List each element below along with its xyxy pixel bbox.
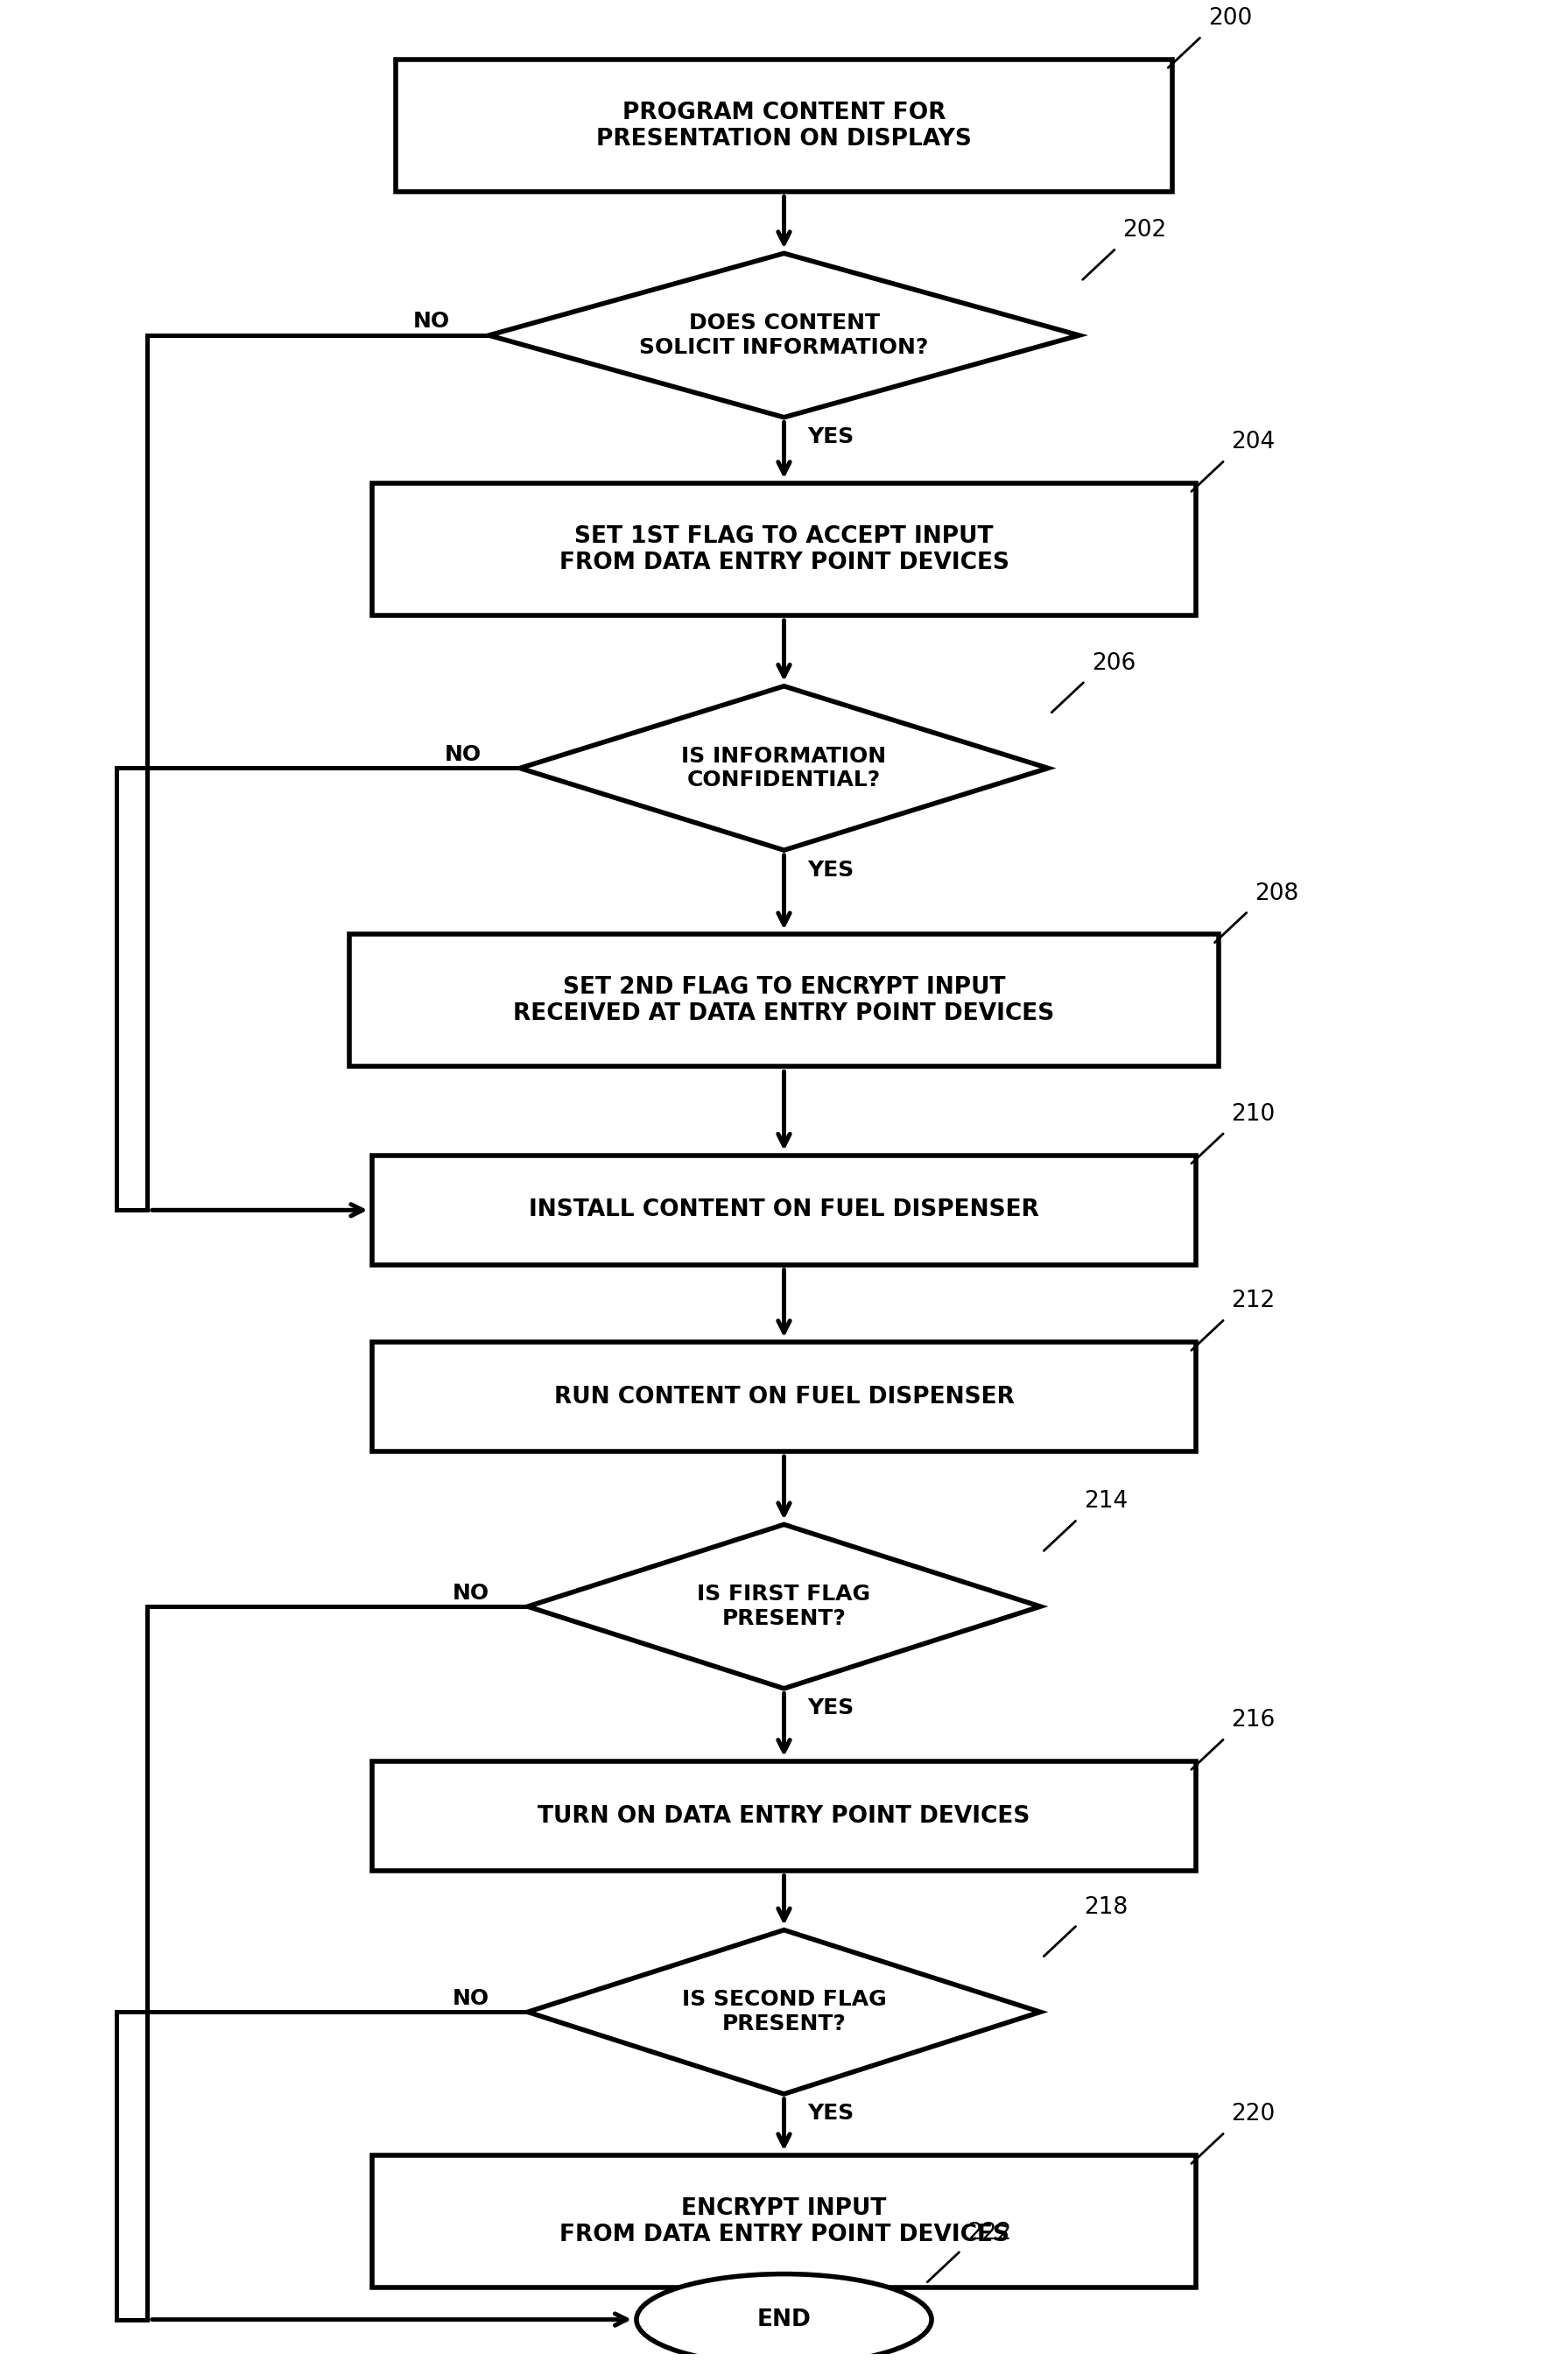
FancyBboxPatch shape — [372, 1761, 1196, 1870]
Text: 208: 208 — [1254, 883, 1298, 904]
FancyBboxPatch shape — [395, 59, 1173, 191]
Text: 210: 210 — [1231, 1103, 1275, 1126]
Text: 222: 222 — [967, 2222, 1011, 2245]
Text: ENCRYPT INPUT
FROM DATA ENTRY POINT DEVICES: ENCRYPT INPUT FROM DATA ENTRY POINT DEVI… — [560, 2198, 1008, 2245]
Text: 220: 220 — [1231, 2104, 1275, 2125]
Text: 214: 214 — [1083, 1490, 1127, 1513]
Text: 218: 218 — [1083, 1896, 1127, 1919]
Text: 204: 204 — [1231, 432, 1275, 453]
Text: 200: 200 — [1207, 7, 1253, 31]
Polygon shape — [521, 687, 1047, 850]
Text: IS SECOND FLAG
PRESENT?: IS SECOND FLAG PRESENT? — [682, 1990, 886, 2035]
Text: YES: YES — [808, 427, 855, 449]
FancyBboxPatch shape — [372, 2156, 1196, 2288]
Text: 216: 216 — [1231, 1709, 1275, 1731]
Text: INSTALL CONTENT ON FUEL DISPENSER: INSTALL CONTENT ON FUEL DISPENSER — [528, 1199, 1040, 1221]
Polygon shape — [489, 253, 1079, 418]
Text: RUN CONTENT ON FUEL DISPENSER: RUN CONTENT ON FUEL DISPENSER — [554, 1386, 1014, 1407]
Text: IS FIRST FLAG
PRESENT?: IS FIRST FLAG PRESENT? — [698, 1584, 870, 1629]
Text: PROGRAM CONTENT FOR
PRESENTATION ON DISPLAYS: PROGRAM CONTENT FOR PRESENTATION ON DISP… — [596, 102, 972, 151]
Text: IS INFORMATION
CONFIDENTIAL?: IS INFORMATION CONFIDENTIAL? — [682, 746, 886, 791]
Text: 206: 206 — [1091, 652, 1135, 675]
FancyBboxPatch shape — [372, 484, 1196, 616]
FancyBboxPatch shape — [372, 1155, 1196, 1265]
Text: NO: NO — [412, 312, 450, 333]
FancyBboxPatch shape — [350, 935, 1218, 1067]
Text: YES: YES — [808, 859, 855, 881]
Text: END: END — [757, 2309, 811, 2330]
Text: TURN ON DATA ENTRY POINT DEVICES: TURN ON DATA ENTRY POINT DEVICES — [538, 1804, 1030, 1827]
Ellipse shape — [637, 2274, 931, 2361]
Text: SET 2ND FLAG TO ENCRYPT INPUT
RECEIVED AT DATA ENTRY POINT DEVICES: SET 2ND FLAG TO ENCRYPT INPUT RECEIVED A… — [513, 975, 1055, 1025]
Polygon shape — [528, 1929, 1040, 2094]
Text: 202: 202 — [1123, 220, 1167, 241]
Text: YES: YES — [808, 2104, 855, 2125]
Text: NO: NO — [452, 1988, 489, 2009]
Text: 212: 212 — [1231, 1289, 1275, 1313]
Text: NO: NO — [444, 744, 481, 765]
Text: YES: YES — [808, 1698, 855, 1719]
Text: DOES CONTENT
SOLICIT INFORMATION?: DOES CONTENT SOLICIT INFORMATION? — [640, 312, 928, 359]
Text: SET 1ST FLAG TO ACCEPT INPUT
FROM DATA ENTRY POINT DEVICES: SET 1ST FLAG TO ACCEPT INPUT FROM DATA E… — [560, 524, 1008, 574]
FancyBboxPatch shape — [372, 1343, 1196, 1452]
Text: NO: NO — [452, 1582, 489, 1603]
Polygon shape — [528, 1525, 1040, 1688]
